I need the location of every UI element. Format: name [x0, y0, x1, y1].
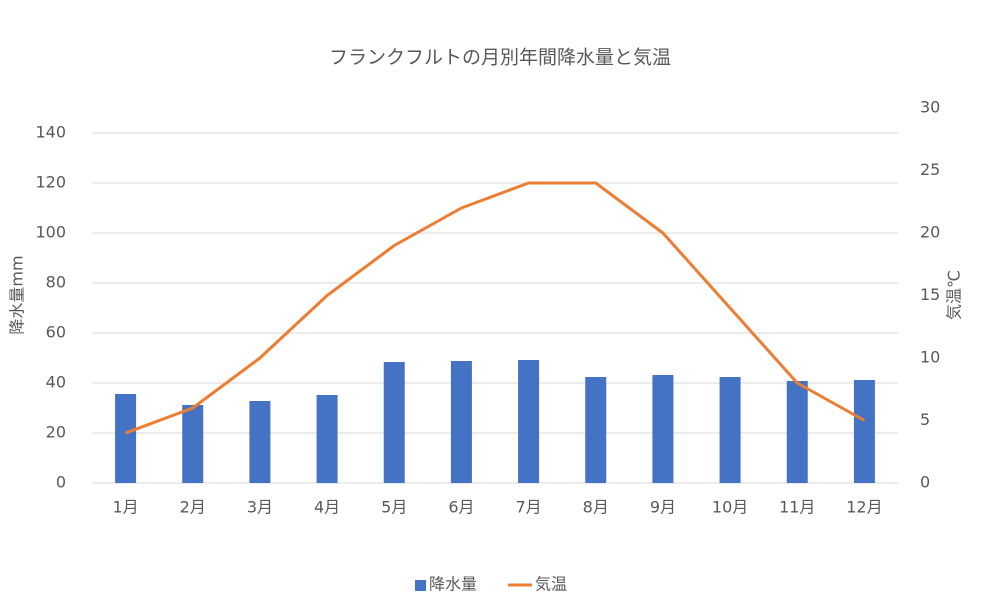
bar: [786, 381, 808, 483]
y-tick-label: 20: [46, 423, 66, 442]
bar: [383, 362, 405, 483]
x-tick-label: 3月: [247, 498, 273, 517]
legend-swatch: [415, 580, 426, 591]
x-tick-label: 11月: [779, 498, 815, 517]
x-tick-label: 7月: [515, 498, 541, 517]
x-tick-label: 4月: [314, 498, 340, 517]
chart-title: フランクフルトの月別年間降水量と気温: [329, 47, 671, 69]
bar: [115, 394, 137, 483]
y-tick-label: 120: [35, 173, 66, 192]
y2-tick-label: 5: [920, 410, 930, 429]
y2-tick-label: 30: [920, 98, 940, 117]
bar: [249, 401, 271, 483]
y-tick-label: 60: [46, 323, 66, 342]
bar: [853, 380, 875, 483]
x-tick-label: 9月: [650, 498, 676, 517]
y-tick-label: 140: [35, 123, 66, 142]
y2-tick-label: 0: [920, 473, 930, 492]
y-axis-label: 降水量mm: [8, 255, 27, 334]
x-tick-label: 6月: [448, 498, 474, 517]
x-tick-label: 5月: [381, 498, 407, 517]
x-tick-label: 8月: [583, 498, 609, 517]
y-tick-label: 80: [46, 273, 66, 292]
y-tick-label: 0: [56, 473, 66, 492]
line: [125, 181, 866, 435]
legend-label: 降水量: [429, 575, 477, 594]
y2-tick-label: 20: [920, 223, 940, 242]
bar: [316, 395, 338, 483]
x-tick-label: 2月: [180, 498, 206, 517]
y-tick-label: 100: [35, 223, 66, 242]
bar: [182, 405, 204, 483]
bar: [719, 377, 741, 483]
y2-tick-label: 10: [920, 348, 940, 367]
x-tick-label: 10月: [712, 498, 748, 517]
y2-tick-label: 15: [920, 285, 940, 304]
bar: [585, 377, 607, 483]
y-tick-label: 40: [46, 373, 66, 392]
y2-tick-label: 25: [920, 160, 940, 179]
bar: [518, 360, 540, 483]
y2-axis-label: 気温℃: [945, 270, 964, 320]
x-tick-label: 1月: [112, 498, 138, 517]
x-tick-label: 12月: [846, 498, 882, 517]
legend-label: 気温: [535, 575, 567, 594]
bar: [450, 361, 472, 483]
bar: [652, 375, 674, 483]
